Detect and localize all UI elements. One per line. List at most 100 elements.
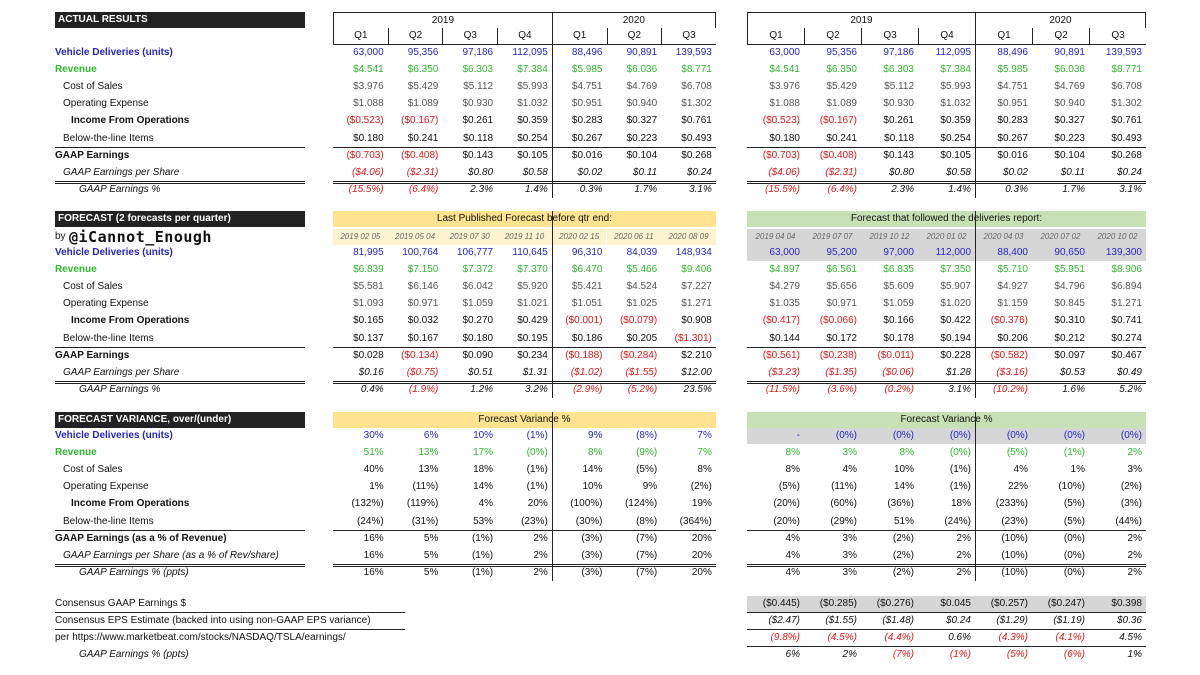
cell-value: (233%) [995, 498, 1028, 510]
row-label: GAAP Earnings per Share [63, 366, 180, 378]
cell-value: $1.088 [769, 98, 800, 110]
cell-value: 23.5% [683, 383, 712, 395]
cell-value: (0%) [949, 430, 971, 441]
cell-value: $0.971 [407, 298, 439, 310]
cell-value: (4.4%) [884, 632, 914, 643]
cell-value: (1%) [1063, 447, 1085, 459]
rule [747, 646, 1146, 647]
cell-value: (132%) [351, 498, 384, 510]
cell-value: ($0.561) [762, 349, 800, 361]
cell-value: $0.80 [468, 166, 494, 178]
cell-value: 10% [893, 464, 914, 476]
cell-value: $8.906 [1111, 264, 1142, 276]
rule [747, 346, 1146, 348]
cell-value: $3.976 [353, 81, 384, 93]
rule [747, 245, 1146, 261]
cell-value: $4.751 [997, 81, 1028, 93]
cell-value: $0.327 [626, 115, 658, 127]
cell-value: 18% [950, 498, 971, 510]
row-label: Vehicle Deliveries (units) [55, 47, 173, 58]
cell-value: $0.270 [462, 315, 494, 327]
cell-value: ($0.134) [401, 349, 439, 361]
cell-value: 97,186 [462, 47, 494, 58]
cell-value: (364%) [679, 515, 712, 527]
cell-value: $0.166 [883, 315, 914, 327]
cell-value: $12.00 [681, 366, 712, 378]
cell-value: (0%) [1063, 430, 1085, 441]
rule [747, 563, 1146, 565]
cell-value: $0.327 [1054, 115, 1085, 127]
cell-value: 4% [478, 498, 494, 510]
cell-value: 20% [527, 498, 548, 510]
cell-value: 1.6% [1062, 383, 1085, 395]
cell-value: 2% [533, 549, 548, 561]
cell-value: $5.920 [517, 281, 548, 293]
row-label: GAAP Earnings % [79, 183, 161, 195]
cell-value: ($1.35) [825, 366, 857, 378]
cell-value: 4.5% [1119, 632, 1142, 643]
cell-value: $1.093 [353, 298, 384, 310]
cell-value: (0%) [1120, 430, 1142, 441]
cell-value: $0.283 [997, 115, 1028, 127]
cell-value: ($4.06) [768, 166, 800, 178]
cell-value: 16% [363, 549, 384, 561]
cell-value: $0.268 [1111, 149, 1142, 161]
cell-value: ($0.167) [401, 115, 439, 127]
cell-value: $0.971 [826, 298, 857, 310]
cell-value: $0.194 [940, 332, 971, 344]
cell-value: $0.429 [517, 315, 548, 327]
cell-value: $5.112 [463, 81, 494, 93]
cell-value: 8% [785, 447, 800, 459]
cell-value: (0.2%) [884, 383, 914, 395]
cell-value: $0.178 [883, 332, 914, 344]
rule [55, 146, 305, 148]
cell-value: (1%) [526, 481, 548, 493]
cell-value: $0.241 [826, 132, 857, 144]
rule [55, 182, 305, 184]
cell-value: $7.350 [940, 264, 971, 276]
cell-value: $7.384 [517, 64, 548, 76]
cell-value: 0.4% [360, 383, 384, 395]
row-label: GAAP Earnings % (ppts) [79, 649, 189, 660]
cell-value: (1%) [471, 549, 494, 561]
cell-value: 97,186 [883, 47, 914, 58]
row-label: GAAP Earnings per Share [63, 166, 180, 178]
cell-value: $0.090 [462, 349, 494, 361]
year-header: 2020 [975, 12, 1146, 28]
cell-value: 84,039 [626, 247, 658, 258]
row-label: Below-the-line Items [63, 332, 154, 344]
cell-value: $0.951 [997, 98, 1028, 110]
quarter-header: Q4 [918, 28, 975, 44]
cell-value: $6.036 [1054, 64, 1085, 76]
cell-value: $0.267 [997, 132, 1028, 144]
cell-value: 4% [785, 532, 800, 544]
cell-value: $0.761 [681, 115, 712, 127]
cell-value: 95,200 [826, 247, 857, 258]
cell-value: $0.045 [940, 598, 971, 609]
rule [747, 428, 1146, 444]
forecast-date: 2020 02 15 [551, 229, 607, 245]
quarter-header: Q2 [606, 28, 662, 44]
cell-value: (5%) [1063, 515, 1085, 527]
cell-value: (7%) [636, 566, 658, 578]
cell-value: ($0.284) [619, 349, 658, 361]
cell-value: $0.097 [1054, 349, 1085, 361]
cell-value: $7.372 [462, 264, 494, 276]
row-label: Income From Operations [71, 115, 190, 127]
cell-value: 9% [588, 430, 603, 441]
cell-value: ($0.417) [762, 315, 800, 327]
cell-value: $0.223 [1054, 132, 1085, 144]
cell-value: 16% [363, 566, 384, 578]
cell-value: 95,356 [826, 47, 857, 58]
cell-value: $0.398 [1111, 598, 1142, 609]
cell-value: ($0.445) [762, 598, 800, 609]
rule [975, 412, 976, 581]
cell-value: $0.940 [1054, 98, 1085, 110]
cell-value: $0.24 [945, 615, 971, 626]
quarter-header: Q1 [975, 28, 1032, 44]
banner: Last Published Forecast before qtr end: [333, 211, 716, 227]
cell-value: 19% [691, 498, 712, 510]
cell-value: 139,593 [675, 47, 712, 58]
cell-value: 10% [473, 430, 494, 441]
row-label: Consensus EPS Estimate (backed into usin… [55, 615, 371, 626]
